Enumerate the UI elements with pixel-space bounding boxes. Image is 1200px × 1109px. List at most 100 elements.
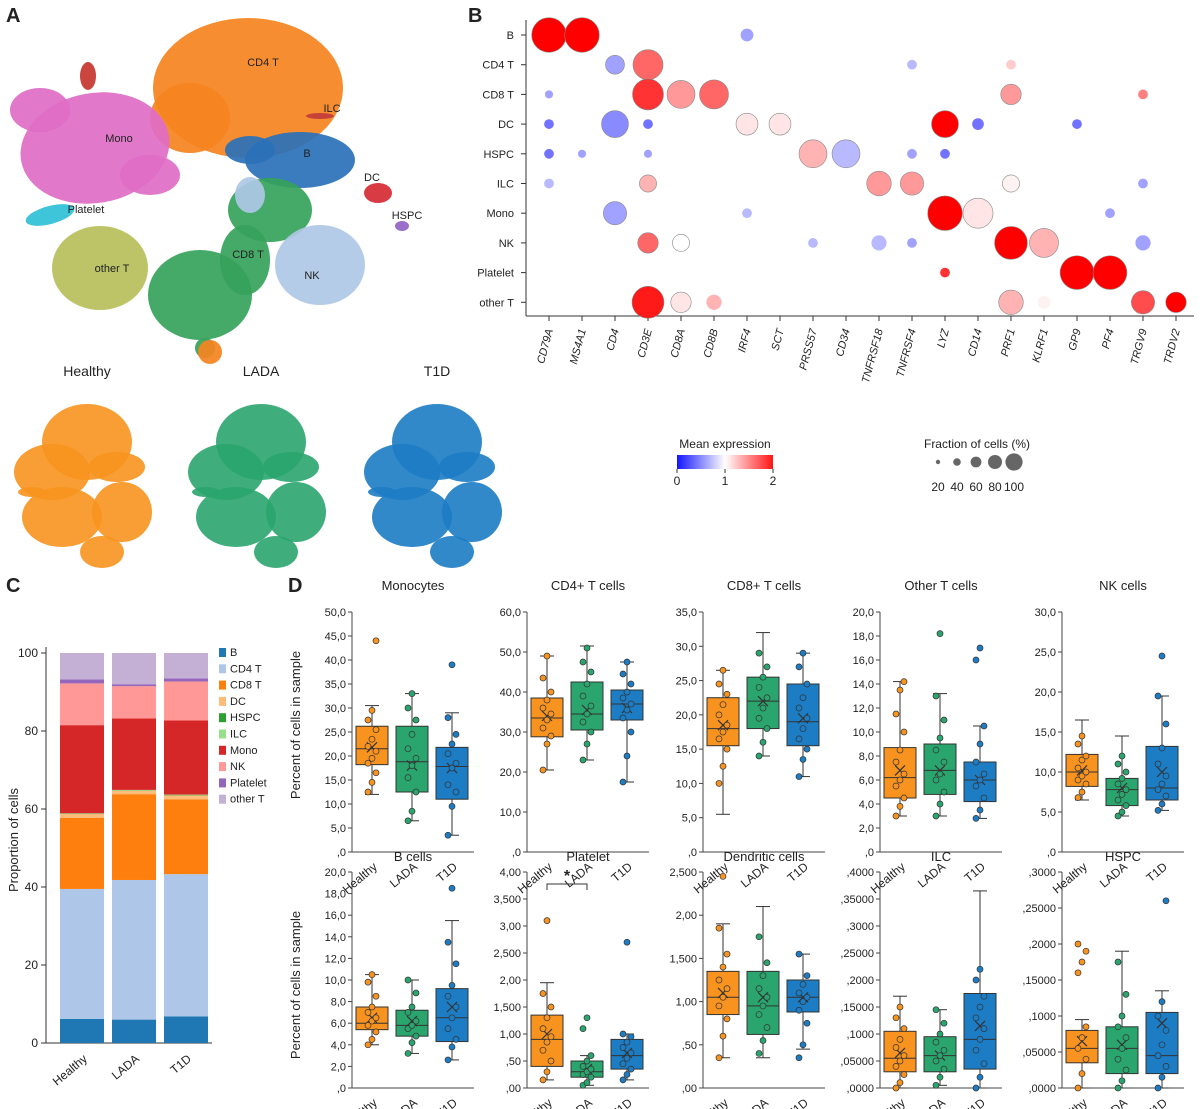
dotplot-dot: [548, 63, 550, 66]
boxplot-point: [1114, 780, 1122, 788]
boxplot-point: [547, 1033, 555, 1041]
boxplot-group-label: T1D: [434, 859, 461, 885]
boxplot-ytick-label: 10,0: [1035, 767, 1056, 779]
boxplot-point: [763, 694, 771, 702]
dotplot-dot: [779, 242, 781, 244]
dotplot-dot: [779, 153, 781, 155]
boxplot-ytick-label: 10,0: [325, 799, 346, 811]
dotplot-col-label: CD79A: [535, 328, 556, 365]
dotplot-dot: [1142, 271, 1144, 274]
dotplot-dot: [1109, 63, 1111, 66]
dotplot-dot: [632, 78, 664, 111]
dotplot-dot: [812, 301, 814, 304]
boxplot-point: [1074, 940, 1082, 948]
boxplot-point: [452, 960, 460, 968]
umap-group-title: Healthy: [63, 363, 110, 379]
dotplot-dot: [746, 153, 748, 155]
boxplot-point: [940, 788, 948, 796]
stacked-segment: [112, 879, 156, 1020]
dotplot-row-label: NK: [499, 238, 515, 250]
boxplot-group-label: LADA: [738, 1096, 771, 1109]
dotplot-dot: [632, 49, 664, 81]
boxplot-point: [763, 663, 771, 671]
dotplot-row-label: CD4 T: [482, 60, 514, 72]
dotplot-dot: [614, 301, 616, 304]
boxplot-ytick-label: 30,0: [676, 641, 697, 653]
stacked-legend-label: CD8 T: [230, 680, 262, 692]
umap-cluster: [225, 136, 275, 164]
boxplot-point: [1078, 732, 1086, 740]
dotplot-dot: [1076, 212, 1078, 214]
boxplot-point: [896, 1057, 904, 1065]
stacked-segment: [112, 794, 156, 880]
dotplot-col-label: PRSS57: [797, 327, 820, 372]
dotplot-dot: [874, 60, 884, 69]
dotplot-dot: [544, 148, 554, 159]
dotplot-dot: [1105, 208, 1115, 219]
boxplot-point: [547, 732, 555, 740]
stacked-segment: [60, 679, 104, 684]
boxplot-point: [803, 680, 811, 688]
dotplot-dot: [875, 90, 883, 98]
dotplot-dot: [680, 63, 682, 66]
boxplot-point: [587, 728, 595, 736]
boxplot-point: [623, 706, 631, 714]
boxplot-point: [715, 1002, 723, 1010]
boxplot-point: [539, 704, 547, 712]
dotplot-row-label: CD8 T: [482, 89, 514, 101]
boxplot-point: [980, 1060, 988, 1068]
dotplot-dot: [548, 242, 550, 244]
boxplot: Dendritic cells ,00 ,50 1,00 1,500 2,00 2,500 H…: [669, 849, 825, 1109]
boxplot-point: [719, 762, 727, 770]
umap-cluster-label: ILC: [323, 103, 340, 115]
boxplot-point: [799, 694, 807, 702]
dotplot-dot: [1109, 153, 1111, 155]
dotplot-dot: [647, 271, 649, 274]
boxplot-point: [795, 663, 803, 671]
boxplot-point: [980, 992, 988, 1000]
boxplot-point: [444, 1056, 452, 1064]
boxplot: Platelet ,00 ,50 1,00 1,500 2,00 2,500 3,00 3,50…: [493, 849, 649, 1109]
stacked-legend-label: B: [230, 647, 237, 659]
stacked-segment: [112, 653, 156, 685]
boxplot-point: [1154, 760, 1162, 768]
dotplot-dot: [548, 271, 550, 274]
boxplot-point: [627, 680, 635, 688]
boxplot-group-label: T1D: [434, 1095, 461, 1109]
dotplot-dot: [605, 54, 625, 75]
dotplot-dot: [670, 291, 692, 313]
boxplot-point: [1082, 1023, 1090, 1031]
dotplot-dot: [845, 242, 847, 244]
boxplot-point: [372, 1014, 380, 1022]
umap-mini-cluster: [192, 487, 220, 497]
boxplot-point: [1114, 958, 1122, 966]
boxplot-ytick-label: ,3000: [1028, 867, 1056, 879]
dotplot-dot: [845, 182, 847, 185]
boxplot-point: [539, 766, 547, 774]
boxplot-point: [1162, 792, 1170, 800]
boxplot-ytick-label: 14,0: [325, 932, 346, 944]
boxplot-point: [719, 701, 727, 708]
boxplot-box: [883, 747, 917, 799]
dotplot-dot: [1175, 271, 1177, 274]
boxplot-point: [1154, 1052, 1162, 1059]
boxplot-point: [799, 980, 807, 988]
boxplot-point: [1122, 1034, 1130, 1041]
boxplot-ytick-label: 10,0: [676, 778, 697, 790]
boxplot-point: [755, 985, 763, 992]
dotplot-dot: [831, 139, 861, 169]
boxplot-ytick-label: 10,0: [500, 807, 521, 819]
boxplot-point: [452, 731, 460, 738]
dotplot-dot: [531, 17, 567, 53]
boxplot-point: [715, 680, 723, 688]
boxplot-mean-marker: [717, 719, 729, 731]
boxplot-point: [1158, 744, 1166, 752]
boxplot-point: [759, 673, 767, 681]
dotplot-dot: [1059, 255, 1095, 290]
boxplot-point: [1158, 780, 1166, 788]
size-legend-dot: [1005, 453, 1023, 471]
boxplot-ytick-label: ,05000: [840, 1056, 874, 1068]
dotplot-dot: [601, 110, 629, 138]
boxplot-point: [368, 971, 376, 978]
dotplot-dot: [779, 63, 781, 66]
